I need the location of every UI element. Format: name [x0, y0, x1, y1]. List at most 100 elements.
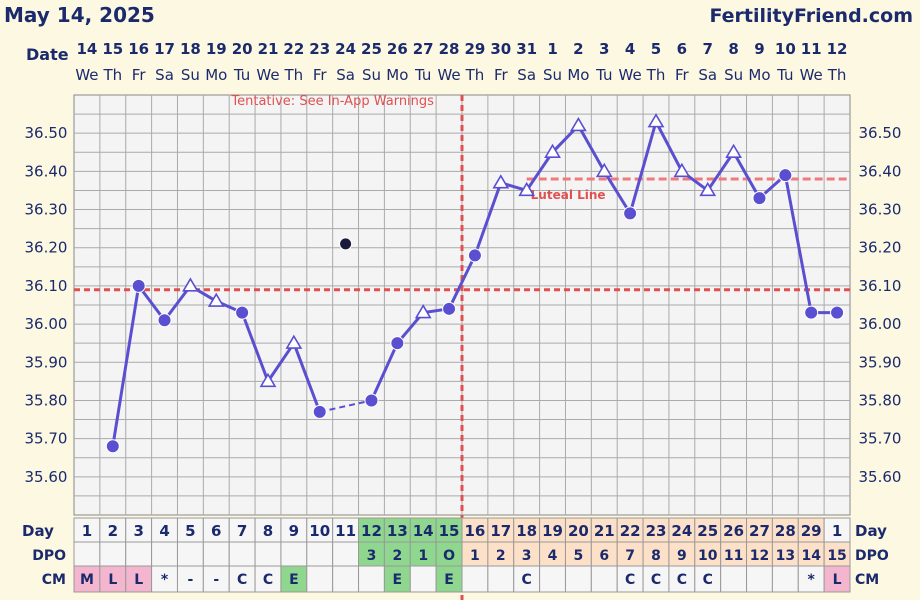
weekday-label: Th	[646, 66, 666, 84]
dpo-cell-bg	[306, 541, 334, 567]
day-cell: 18	[516, 522, 537, 540]
day-cell-bg	[513, 517, 541, 543]
row-label-left: DPO	[32, 548, 66, 564]
dpo-cell: 3	[522, 548, 532, 564]
day-cell: 28	[775, 522, 796, 540]
dpo-cell: 9	[677, 548, 687, 564]
day-cell: 12	[361, 522, 382, 540]
y-tick-label-left: 35.90	[25, 353, 68, 371]
day-cell: 4	[159, 522, 169, 540]
temperature-point-triangle	[518, 181, 536, 197]
cm-cell-bg	[746, 565, 773, 593]
y-tick-label-right: 36.00	[859, 315, 902, 333]
day-cell: 11	[335, 522, 356, 540]
day-cell: 26	[723, 522, 744, 540]
temperature-line-dashed	[319, 399, 372, 413]
cm-cell-bg	[254, 565, 282, 593]
date-number: 20	[232, 40, 253, 58]
date-number: 31	[516, 40, 537, 58]
dpo-cell-bg	[280, 541, 308, 567]
cm-cell-bg	[332, 565, 360, 593]
temperature-line-segment	[370, 342, 399, 402]
day-cell: 17	[490, 522, 511, 540]
day-cell-bg	[202, 517, 230, 543]
dpo-cell-bg	[176, 541, 204, 567]
temperature-point-triangle	[259, 372, 277, 388]
cm-cell-bg	[202, 565, 230, 593]
date-number: 10	[775, 40, 796, 58]
dpo-cell-bg	[228, 541, 256, 567]
weekday-label: Fr	[494, 66, 509, 84]
weekday-label: Su	[362, 66, 381, 84]
cm-cell: E	[444, 572, 454, 588]
cm-cell: C	[677, 572, 687, 588]
cm-cell-bg	[823, 565, 851, 593]
temperature-point	[752, 191, 767, 206]
date-number: 11	[801, 40, 822, 58]
weekday-label: Th	[827, 66, 847, 84]
cm-cell: C	[625, 572, 635, 588]
cm-cell-bg	[306, 565, 334, 593]
temperature-point-discarded	[339, 237, 353, 251]
day-cell: 19	[542, 522, 563, 540]
date-number: 4	[625, 40, 635, 58]
dpo-cell: 1	[470, 548, 480, 564]
y-tick-label-right: 35.90	[859, 353, 902, 371]
temperature-point-triangle	[207, 292, 225, 307]
date-number: 29	[464, 40, 485, 58]
day-cell-bg	[99, 517, 127, 543]
day-cell: 14	[413, 522, 434, 540]
cm-cell-bg	[176, 565, 204, 593]
date-number: 21	[258, 40, 279, 58]
weekday-label: Su	[181, 66, 200, 84]
cm-cell-bg	[720, 565, 748, 593]
cm-cell: -	[213, 572, 219, 588]
brand-name[interactable]: FertilityFriend.com	[709, 5, 913, 27]
dpo-cell-bg	[332, 541, 360, 567]
weekday-label: We	[619, 66, 642, 84]
weekday-label: Th	[284, 66, 304, 84]
tentative-warning-annotation: Tentative: See In-App Warnings	[230, 94, 434, 109]
temperature-line-segment	[473, 182, 503, 256]
temperature-line-segment	[240, 312, 270, 382]
cm-cell: E	[289, 572, 299, 588]
dpo-cell: 10	[698, 548, 718, 564]
cm-cell-bg	[564, 565, 592, 593]
temperature-line-segment	[266, 342, 296, 383]
weekday-label: Tu	[776, 66, 793, 84]
date-row-label: Date	[26, 45, 69, 64]
day-cell: 24	[671, 522, 692, 540]
day-cell: 5	[185, 522, 195, 540]
temperature-point	[390, 336, 405, 351]
weekday-label: Fr	[313, 66, 328, 84]
weekday-label: Mo	[205, 66, 227, 84]
temperature-point	[131, 278, 146, 293]
y-tick-label-right: 36.50	[859, 124, 902, 142]
cm-cell-bg	[383, 565, 411, 593]
cm-cell: L	[833, 572, 842, 588]
temperature-point-triangle	[725, 143, 742, 158]
cm-cell-bg	[539, 565, 566, 593]
dpo-cell: 15	[827, 548, 846, 564]
day-cell-bg	[539, 517, 566, 543]
day-cell: 1	[82, 522, 92, 540]
dpo-cell: 7	[625, 548, 635, 564]
date-number: 8	[728, 40, 738, 58]
day-cell: 9	[289, 522, 299, 540]
dpo-cell: O	[443, 548, 455, 564]
temperature-line-segment	[292, 342, 322, 413]
temperature-line-segment	[525, 151, 554, 192]
dpo-cell-bg	[487, 541, 515, 567]
temperature-point	[442, 301, 457, 316]
cm-cell-bg	[99, 565, 127, 593]
date-number: 2	[573, 40, 583, 58]
temperature-point	[623, 206, 638, 221]
temperature-point	[830, 305, 845, 320]
luteal-line-label: Luteal Line	[531, 188, 606, 202]
cm-cell: C	[237, 572, 247, 588]
date-number: 23	[309, 40, 330, 58]
weekday-label: Sa	[698, 66, 717, 84]
cm-cell-bg	[358, 565, 385, 593]
cm-cell-bg	[668, 565, 696, 593]
